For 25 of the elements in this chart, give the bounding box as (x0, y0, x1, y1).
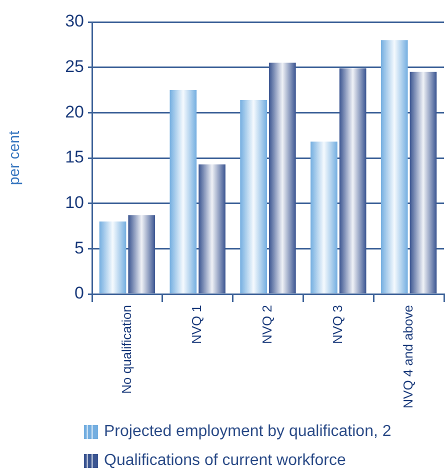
legend-label: Projected employment by qualification, 2 (104, 422, 392, 440)
bar (339, 68, 366, 294)
bar (170, 90, 197, 294)
bar (240, 100, 267, 294)
bar (269, 62, 296, 294)
bar (128, 215, 156, 294)
x-tick-label: NVQ 2 (260, 305, 275, 344)
y-tick-label: 0 (74, 284, 84, 303)
y-tick-label: 10 (65, 193, 84, 212)
x-tick-label: NVQ 3 (330, 305, 345, 344)
bar (410, 72, 437, 294)
x-tick-label: NVQ 1 (189, 305, 204, 344)
bar (198, 164, 226, 294)
y-tick-label: 30 (65, 12, 84, 31)
y-axis-title: per cent (6, 130, 24, 186)
bar (310, 142, 338, 294)
y-tick-label: 25 (65, 57, 84, 76)
x-tick-label: No qualification (118, 305, 134, 394)
bar (380, 40, 408, 294)
y-tick-label: 15 (65, 148, 84, 167)
legend-label: Qualifications of current workforce (104, 452, 346, 470)
bar (99, 221, 126, 294)
y-tick-label: 5 (74, 238, 84, 258)
y-tick-label: 20 (65, 102, 84, 122)
x-tick-label: NVQ 4 and above (400, 305, 416, 408)
